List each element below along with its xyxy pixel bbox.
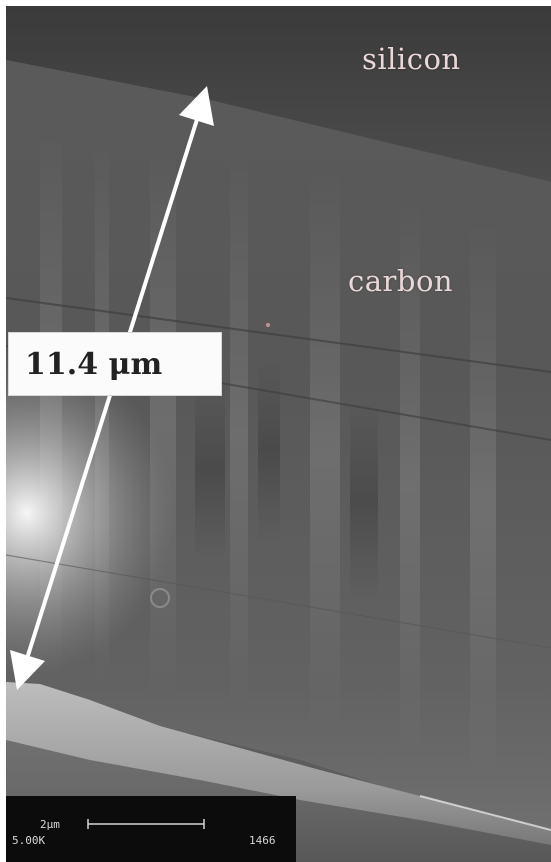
image-id-readout: 1466: [249, 834, 276, 847]
silicon-layer: [6, 6, 551, 182]
scale-bar-line: [87, 819, 205, 829]
magnification-readout: 5.00K: [12, 834, 46, 847]
bright-glow: [6, 260, 426, 720]
carbon-label: carbon: [348, 264, 454, 298]
silicon-label: silicon: [362, 42, 461, 76]
scale-bar-length: 2μm: [40, 818, 60, 831]
thickness-value: 11.4 μm: [25, 347, 163, 382]
scale-bar-panel: [6, 796, 296, 862]
thickness-callout: 11.4 μm: [8, 332, 222, 396]
